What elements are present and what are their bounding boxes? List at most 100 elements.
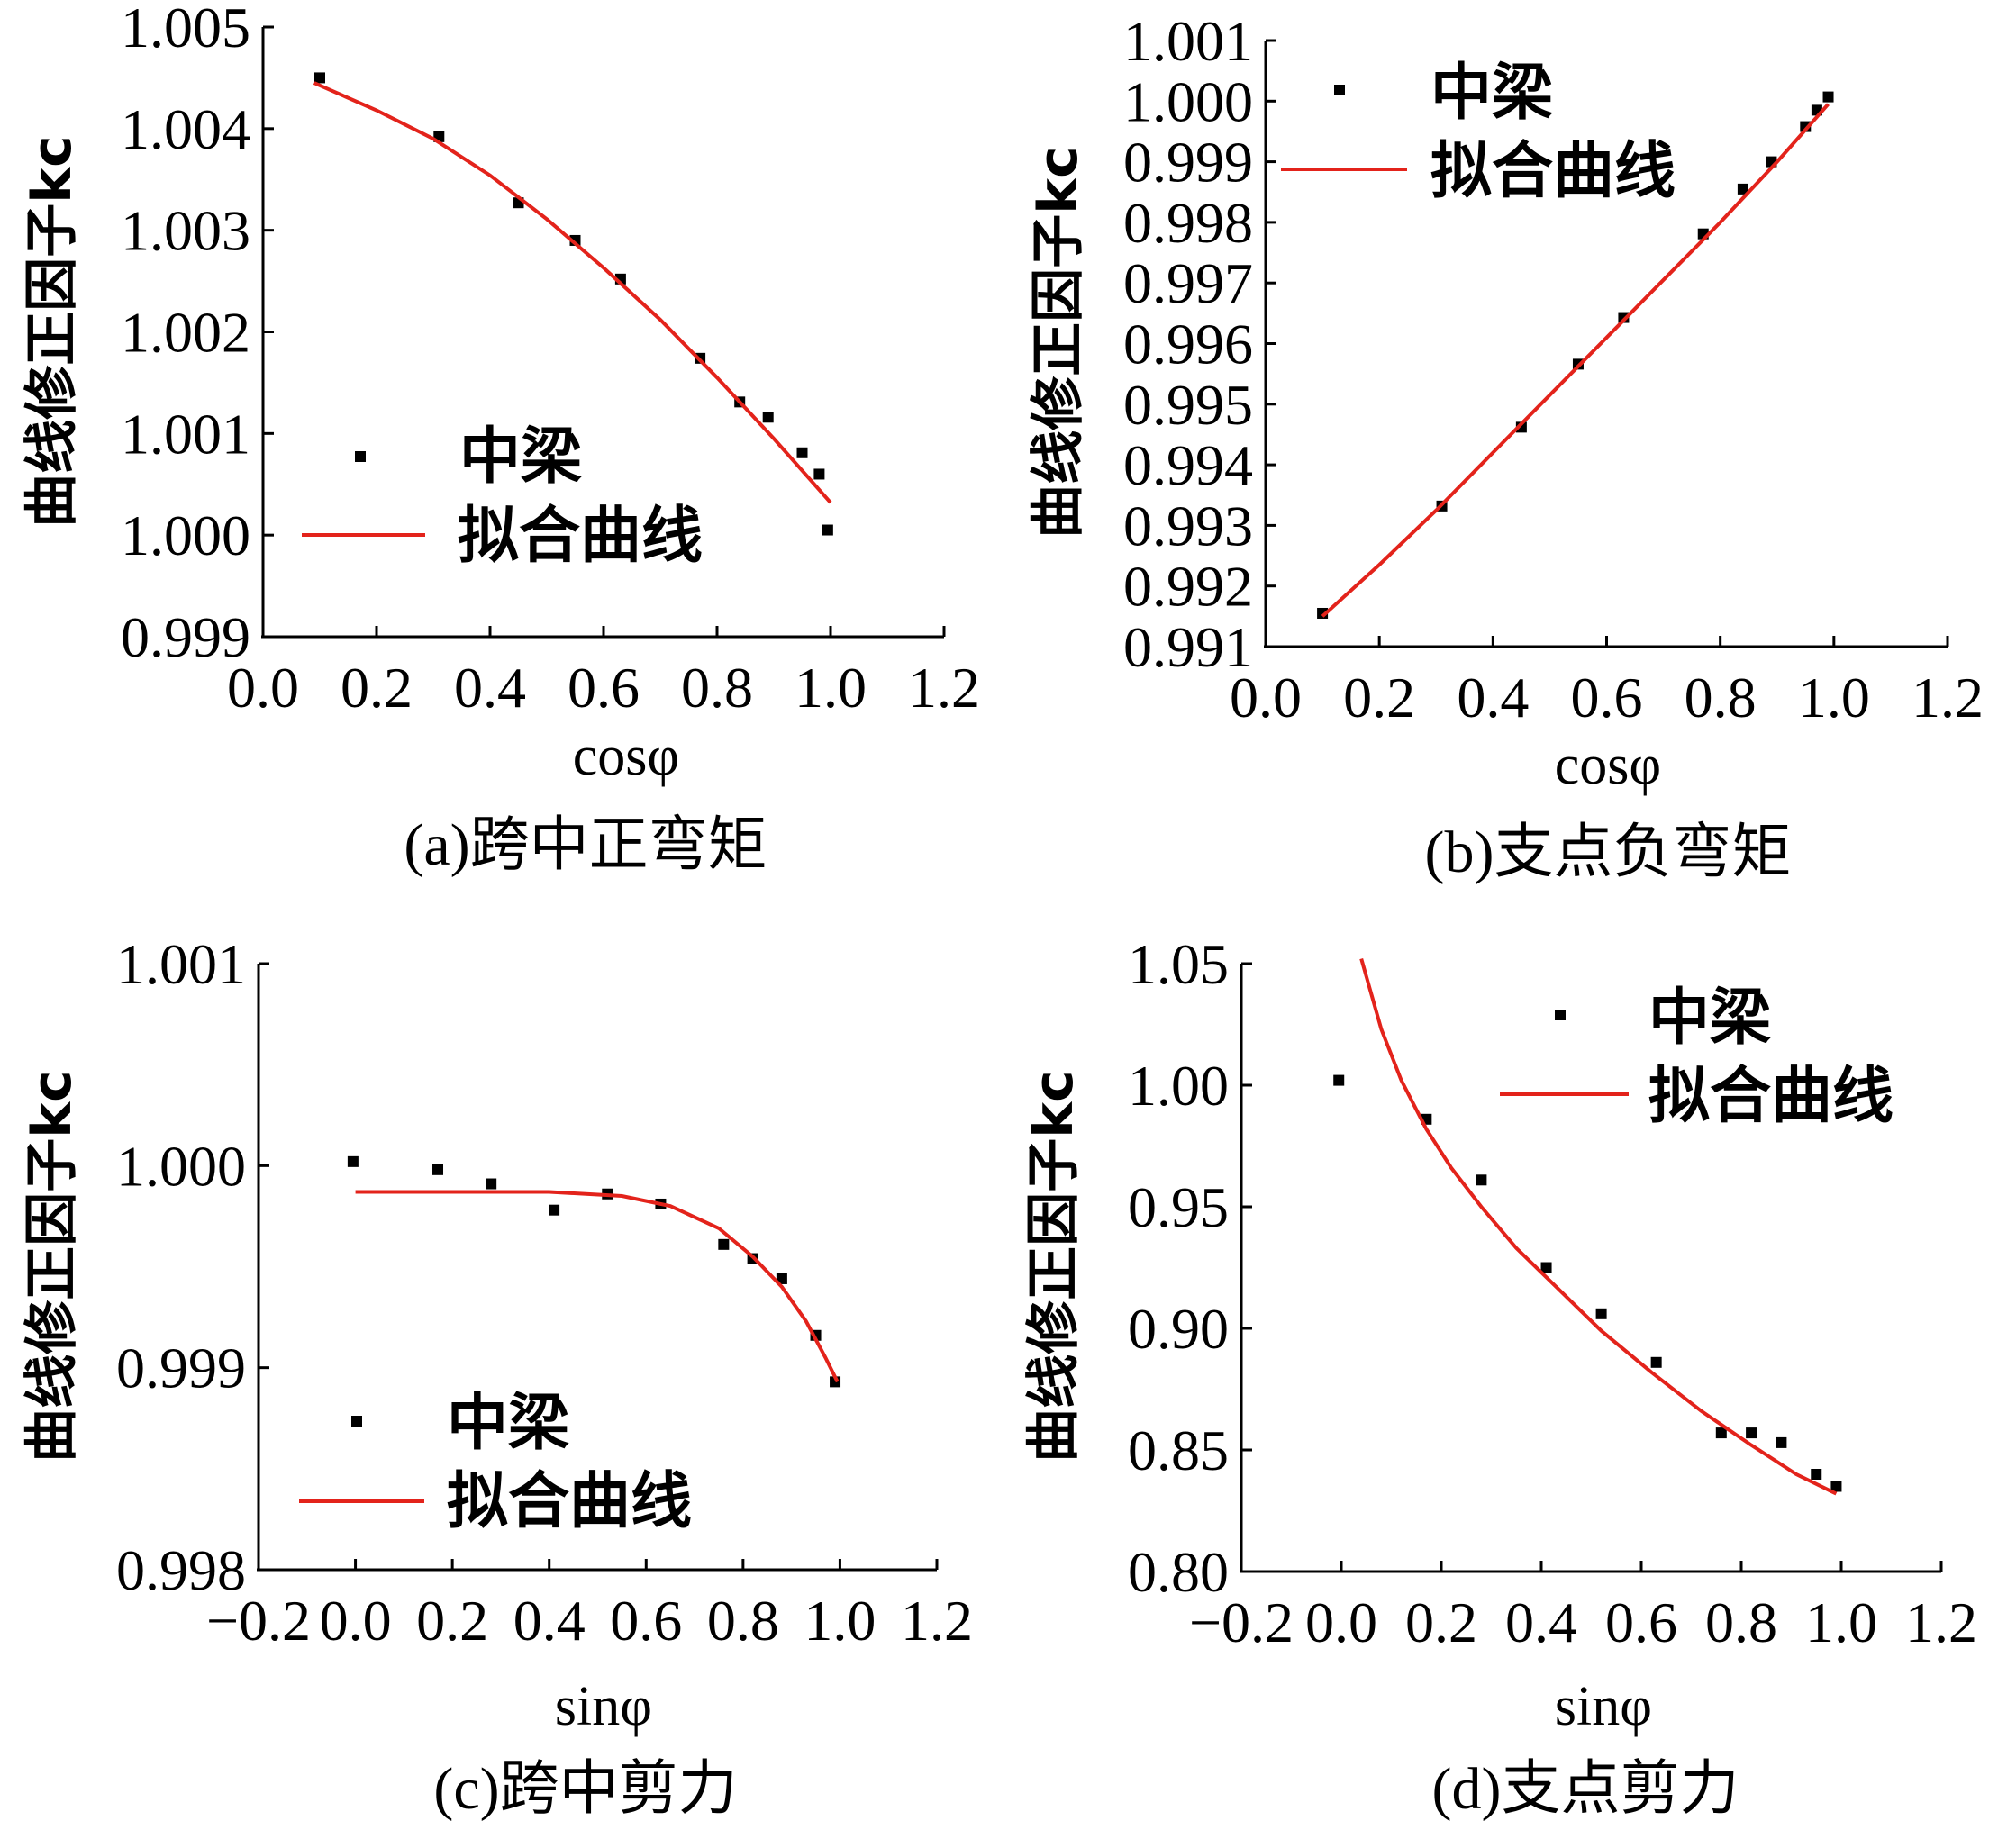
- x-tick-label: 1.0: [804, 1589, 876, 1653]
- y-axis-label: 曲线修正因子kc: [1027, 146, 1090, 538]
- data-point: [1618, 312, 1630, 323]
- y-tick-label: 0.991: [1123, 615, 1253, 679]
- chart-panel-b: 0.0 0.2 0.4 0.6 0.8 1.0 1.20.9910.9920.9930.99…: [1027, 9, 1984, 885]
- panel-caption: (a)跨中正弯矩: [404, 812, 767, 878]
- fit-curve-line: [355, 1190, 840, 1383]
- x-axis-label: sinφ: [555, 1676, 652, 1737]
- legend-label-points: 中梁: [447, 1388, 569, 1459]
- data-point: [1333, 1074, 1345, 1086]
- legend-label-fit: 拟合曲线: [1430, 136, 1676, 207]
- y-tick-label: 0.999: [121, 605, 250, 669]
- x-tick-label: −0.2: [206, 1589, 311, 1653]
- x-tick-label: 1.0: [1798, 666, 1870, 729]
- legend-point-marker: [1555, 1010, 1566, 1020]
- chart-panel-d: −0.2 0.0 0.2 0.4 0.6 0.8 1.0 1.2 0.80 0.85 0.90 0.9…: [1022, 932, 1977, 1822]
- y-axis-label: 曲线修正因子kc: [21, 1070, 84, 1462]
- data-point: [1715, 1427, 1727, 1439]
- panel-caption: (c)跨中剪力: [433, 1756, 737, 1822]
- legend-label-fit: 拟合曲线: [458, 501, 703, 572]
- y-tick-label: 1.000: [1123, 69, 1253, 133]
- data-point: [718, 1238, 730, 1250]
- x-tick-label: 0.0: [1305, 1590, 1377, 1654]
- legend-point-marker: [351, 1416, 362, 1427]
- x-tick-label: 0.0: [320, 1589, 392, 1653]
- chart-panel-a: 0.0 0.2 0.4 0.6 0.8 1.0 1.2 0.999 1.000 1.001 1.00…: [21, 0, 980, 878]
- x-tick-label: 0.2: [416, 1589, 488, 1653]
- y-tick-label: 0.995: [1123, 373, 1253, 437]
- panel-caption: (d)支点剪力: [1432, 1756, 1739, 1822]
- data-point: [762, 412, 774, 423]
- x-tick-label: 0.6: [568, 656, 640, 720]
- data-point: [813, 468, 825, 480]
- y-tick-label: 1.001: [116, 932, 246, 996]
- y-tick-label: 0.80: [1128, 1540, 1229, 1604]
- x-tick-label: 0.6: [1605, 1590, 1677, 1654]
- legend-label-points: 中梁: [459, 421, 582, 493]
- y-tick-label: 0.85: [1128, 1418, 1229, 1482]
- y-tick-label: 0.998: [1123, 191, 1253, 255]
- fit-curve-line: [1321, 103, 1830, 618]
- y-tick-label: 1.000: [116, 1134, 246, 1198]
- y-tick-label: 1.000: [121, 503, 250, 567]
- y-tick-label: 1.00: [1128, 1054, 1229, 1118]
- x-tick-label: 0.4: [1505, 1590, 1577, 1654]
- y-axis-label: 曲线修正因子kc: [21, 135, 84, 527]
- data-point: [432, 1164, 444, 1175]
- x-tick-label: 0.0: [227, 656, 299, 720]
- y-tick-label: 0.992: [1123, 555, 1253, 619]
- legend-label-points: 中梁: [1648, 983, 1771, 1054]
- legend-point-marker: [355, 451, 366, 462]
- data-point: [1746, 1427, 1757, 1439]
- data-point: [1822, 91, 1834, 103]
- x-tick-label: 0.6: [1571, 666, 1643, 729]
- legend-label-points: 中梁: [1430, 58, 1553, 129]
- x-axis-label: cosφ: [1555, 735, 1661, 796]
- x-tick-label: 0.8: [681, 656, 753, 720]
- legend-label-fit: 拟合曲线: [1648, 1061, 1894, 1132]
- fit-curve-line: [1359, 958, 1838, 1496]
- data-point: [1811, 104, 1822, 116]
- data-point: [486, 1178, 497, 1190]
- x-tick-label: 0.4: [513, 1589, 586, 1653]
- y-tick-label: 0.998: [116, 1538, 246, 1602]
- y-tick-label: 1.001: [121, 402, 250, 466]
- legend-label-fit: 拟合曲线: [447, 1466, 692, 1537]
- panel-caption: (b)支点负弯矩: [1425, 820, 1792, 885]
- data-point: [1776, 1436, 1787, 1448]
- x-tick-label: 1.2: [901, 1589, 973, 1653]
- data-point: [1540, 1262, 1552, 1273]
- x-tick-label: −0.2: [1189, 1590, 1294, 1654]
- data-point: [549, 1204, 560, 1216]
- fit-curve-line: [313, 81, 832, 504]
- data-point: [347, 1155, 359, 1167]
- x-tick-label: 1.2: [908, 656, 980, 720]
- x-tick-label: 0.0: [1230, 666, 1302, 729]
- y-tick-label: 1.004: [121, 97, 250, 161]
- data-point: [1476, 1174, 1487, 1186]
- y-tick-label: 1.002: [121, 301, 250, 365]
- data-point: [1737, 183, 1748, 195]
- y-tick-label: 1.001: [1123, 9, 1253, 73]
- y-axis-label: 曲线修正因子kc: [1022, 1070, 1085, 1462]
- y-tick-label: 0.997: [1123, 251, 1253, 315]
- legend-point-marker: [1334, 85, 1345, 95]
- data-point: [1830, 1481, 1842, 1492]
- chart-panel-c: −0.2 0.0 0.2 0.4 0.6 0.8 1.0 1.2 0.998 0.999 1.000…: [21, 932, 973, 1822]
- x-axis-label: cosφ: [573, 726, 679, 787]
- data-point: [314, 72, 325, 84]
- x-tick-label: 0.4: [454, 656, 526, 720]
- x-tick-label: 0.2: [1405, 1590, 1477, 1654]
- x-tick-label: 1.2: [1905, 1590, 1977, 1654]
- y-tick-label: 1.003: [121, 199, 250, 263]
- data-point: [1595, 1308, 1607, 1319]
- y-tick-label: 0.999: [1123, 131, 1253, 195]
- data-point: [796, 447, 808, 458]
- y-tick-label: 0.999: [116, 1336, 246, 1400]
- x-tick-label: 0.2: [1343, 666, 1415, 729]
- x-tick-label: 1.0: [1805, 1590, 1877, 1654]
- x-tick-label: 0.8: [707, 1589, 779, 1653]
